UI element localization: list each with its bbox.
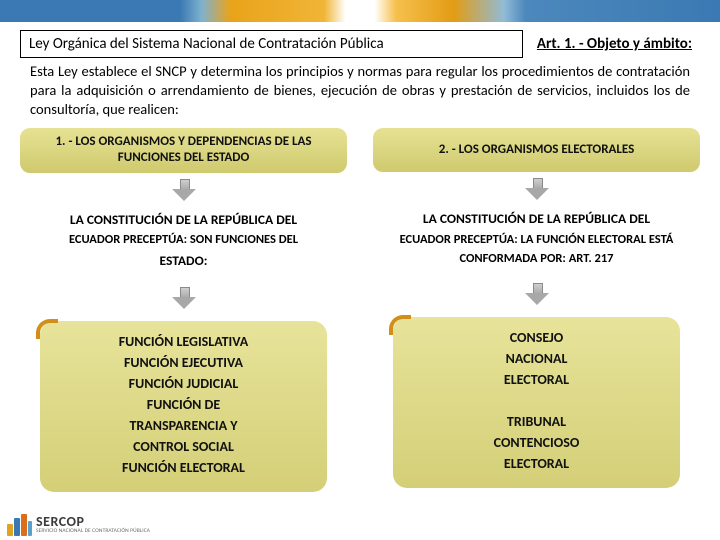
list-item: FUNCIÓN JUDICIAL <box>50 373 318 394</box>
arrow-down-icon <box>172 179 196 201</box>
mid-line: ECUADOR PRECEPTÚA: SON FUNCIONES DEL <box>34 231 333 250</box>
header-row: Ley Orgánica del Sistema Nacional de Con… <box>20 30 700 58</box>
arrow-down-icon <box>525 178 549 200</box>
list-item: NACIONAL <box>403 348 671 369</box>
list-item: FUNCIÓN DE <box>50 394 318 415</box>
article-label: Art. 1. - Objeto y ámbito: <box>529 30 700 58</box>
mid-line: LA CONSTITUCIÓN DE LA REPÚBLICA DEL <box>34 209 333 232</box>
columns-container: 1. - LOS ORGANISMOS Y DEPENDENCIAS DE LA… <box>20 128 700 492</box>
list-item: ELECTORAL <box>403 369 671 390</box>
footer-logo: SERCOP SERVICIO NACIONAL DE CONTRATACIÓN… <box>6 514 150 536</box>
intro-paragraph: Esta Ley establece el SNCP y determina l… <box>30 62 690 119</box>
column-header: 1. - LOS ORGANISMOS Y DEPENDENCIAS DE LA… <box>20 128 347 173</box>
column-organismos-electorales: 2. - LOS ORGANISMOS ELECTORALES LA CONST… <box>373 128 700 492</box>
logo-tagline: SERVICIO NACIONAL DE CONTRATACIÓN PÚBLIC… <box>36 529 150 535</box>
mid-line: LA CONSTITUCIÓN DE LA REPÚBLICA DEL <box>387 208 686 231</box>
arrow-down-icon <box>172 287 196 309</box>
corner-accent-icon <box>36 319 58 339</box>
list-item: CONTENCIOSO <box>403 432 671 453</box>
decorative-top-band <box>0 0 720 22</box>
electoral-list-box: CONSEJO NACIONAL ELECTORAL TRIBUNAL CONT… <box>393 317 681 488</box>
corner-accent-icon <box>389 315 411 335</box>
list-item: CONSEJO <box>403 327 671 348</box>
constitution-note: LA CONSTITUCIÓN DE LA REPÚBLICA DEL ECUA… <box>28 205 339 282</box>
column-header: 2. - LOS ORGANISMOS ELECTORALES <box>373 128 700 172</box>
list-item: FUNCIÓN EJECUTIVA <box>50 352 318 373</box>
law-title-box: Ley Orgánica del Sistema Nacional de Con… <box>20 30 523 58</box>
mid-line: ESTADO: <box>34 250 333 273</box>
list-item: FUNCIÓN LEGISLATIVA <box>50 331 318 352</box>
list-item: TRANSPARENCIA Y <box>50 415 318 436</box>
list-item: CONTROL SOCIAL <box>50 436 318 457</box>
logo-text: SERCOP SERVICIO NACIONAL DE CONTRATACIÓN… <box>36 515 150 535</box>
column-organismos-estado: 1. - LOS ORGANISMOS Y DEPENDENCIAS DE LA… <box>20 128 347 492</box>
law-title: Ley Orgánica del Sistema Nacional de Con… <box>29 35 384 53</box>
article-label-text: Art. 1. - Objeto y ámbito: <box>537 35 692 53</box>
functions-list-box: FUNCIÓN LEGISLATIVA FUNCIÓN EJECUTIVA FU… <box>40 321 328 492</box>
list-item: FUNCIÓN ELECTORAL <box>50 457 318 478</box>
list-item: ELECTORAL <box>403 453 671 474</box>
mid-line: ECUADOR PRECEPTÚA: LA FUNCIÓN ELECTORAL … <box>387 231 686 269</box>
list-item <box>403 390 671 411</box>
list-item: TRIBUNAL <box>403 411 671 432</box>
arrow-down-icon <box>525 283 549 305</box>
constitution-note: LA CONSTITUCIÓN DE LA REPÚBLICA DEL ECUA… <box>381 204 692 276</box>
sercop-logo-icon <box>6 514 32 536</box>
